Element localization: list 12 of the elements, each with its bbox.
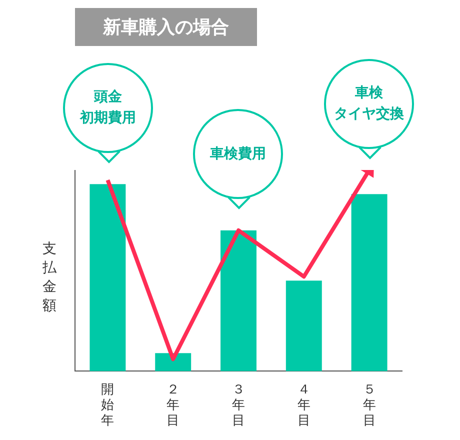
bar [90,184,126,372]
bar [220,230,256,372]
x-tick-label: 開始年 [101,382,114,429]
y-axis-title: 支払金額 [42,240,58,316]
chart-title: 新車購入の場合 [75,8,257,46]
x-tick-label: ４年目 [297,382,310,429]
bar [155,353,192,372]
x-tick-label: ５年目 [362,382,376,429]
x-tick-label: ２年目 [166,382,180,429]
bar [351,194,388,372]
x-tick-label: ３年目 [232,382,245,429]
bar [286,280,322,372]
